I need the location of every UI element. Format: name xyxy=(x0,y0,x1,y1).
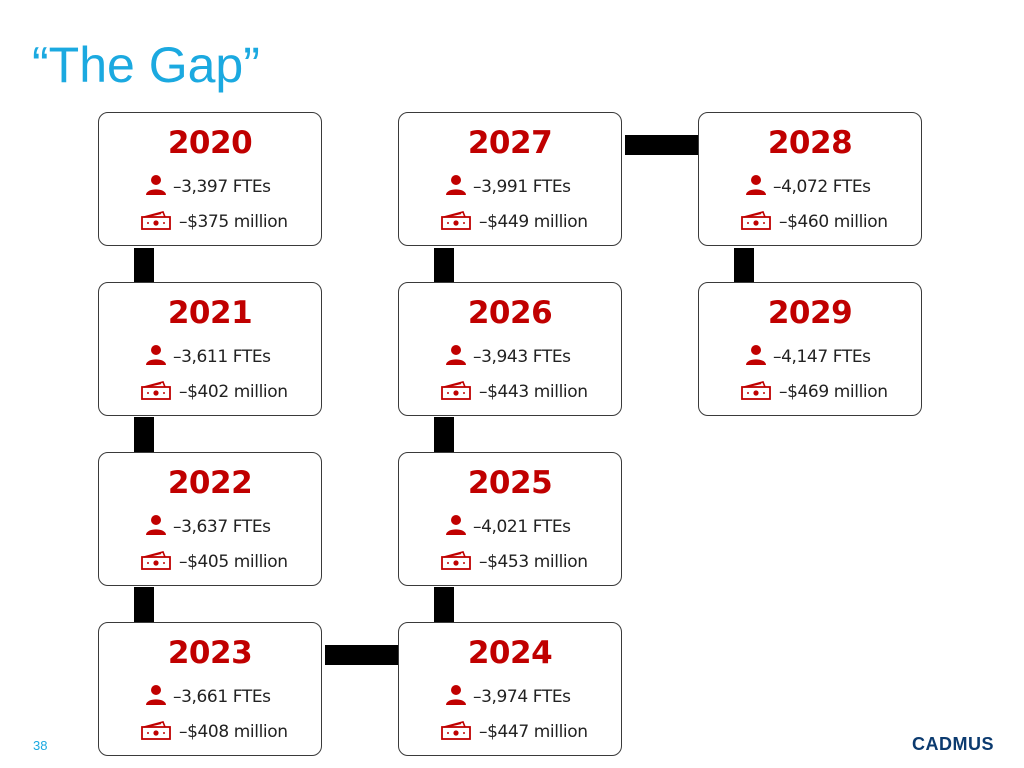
year-card-2029: 2029 –4,147 FTEs –$469 million xyxy=(698,282,922,416)
year-card-2024: 2024 –3,974 FTEs –$447 million xyxy=(398,622,622,756)
year-card-2022: 2022 –3,637 FTEs –$405 million xyxy=(98,452,322,586)
card-money: –$405 million xyxy=(179,552,288,572)
year-card-2026: 2026 –3,943 FTEs –$443 million xyxy=(398,282,622,416)
money-icon xyxy=(741,380,773,405)
card-ftes: –4,072 FTEs xyxy=(773,177,871,197)
card-year: 2020 xyxy=(167,125,253,161)
card-ftes: –4,147 FTEs xyxy=(773,347,871,367)
connector-2027-2028 xyxy=(625,135,699,155)
connector-2026-2027 xyxy=(434,248,454,282)
connector-2028-2029 xyxy=(734,248,754,282)
person-icon xyxy=(145,514,167,541)
year-card-2023: 2023 –3,661 FTEs –$408 million xyxy=(98,622,322,756)
person-icon xyxy=(445,514,467,541)
card-money: –$408 million xyxy=(179,722,288,742)
connector-2021-2022 xyxy=(134,417,154,452)
card-year: 2029 xyxy=(767,295,853,331)
card-year: 2023 xyxy=(167,635,253,671)
person-icon xyxy=(445,174,467,201)
card-ftes: –3,637 FTEs xyxy=(173,517,271,537)
money-icon xyxy=(141,380,173,405)
cadmus-logo: CADMUS xyxy=(912,734,994,754)
card-year: 2025 xyxy=(467,465,553,501)
person-icon xyxy=(445,684,467,711)
year-card-2021: 2021 –3,611 FTEs –$402 million xyxy=(98,282,322,416)
person-icon xyxy=(745,344,767,371)
connector-2022-2023 xyxy=(134,587,154,622)
card-year: 2021 xyxy=(167,295,253,331)
year-card-2025: 2025 –4,021 FTEs –$453 million xyxy=(398,452,622,586)
year-card-2028: 2028 –4,072 FTEs –$460 million xyxy=(698,112,922,246)
connector-2023-2024 xyxy=(325,645,399,665)
card-money: –$402 million xyxy=(179,382,288,402)
card-ftes: –3,943 FTEs xyxy=(473,347,571,367)
money-icon xyxy=(441,720,473,745)
card-money: –$460 million xyxy=(779,212,888,232)
money-icon xyxy=(441,380,473,405)
card-money: –$449 million xyxy=(479,212,588,232)
card-money: –$453 million xyxy=(479,552,588,572)
card-year: 2027 xyxy=(467,125,553,161)
person-icon xyxy=(745,174,767,201)
card-money: –$443 million xyxy=(479,382,588,402)
connector-2025-2026 xyxy=(434,417,454,452)
page-number: 38 xyxy=(33,738,48,753)
card-ftes: –4,021 FTEs xyxy=(473,517,571,537)
card-ftes: –3,974 FTEs xyxy=(473,687,571,707)
slide-title: “The Gap” xyxy=(32,37,260,93)
connector-2024-2025 xyxy=(434,587,454,622)
person-icon xyxy=(145,174,167,201)
card-year: 2028 xyxy=(767,125,853,161)
card-money: –$469 million xyxy=(779,382,888,402)
money-icon xyxy=(141,210,173,235)
year-card-2027: 2027 –3,991 FTEs –$449 million xyxy=(398,112,622,246)
card-year: 2022 xyxy=(167,465,253,501)
person-icon xyxy=(445,344,467,371)
money-icon xyxy=(441,550,473,575)
card-year: 2024 xyxy=(467,635,553,671)
money-icon xyxy=(741,210,773,235)
money-icon xyxy=(141,550,173,575)
connector-2020-2021 xyxy=(134,248,154,282)
card-ftes: –3,397 FTEs xyxy=(173,177,271,197)
card-ftes: –3,991 FTEs xyxy=(473,177,571,197)
card-ftes: –3,661 FTEs xyxy=(173,687,271,707)
person-icon xyxy=(145,684,167,711)
money-icon xyxy=(141,720,173,745)
year-card-2020: 2020 –3,397 FTEs –$375 million xyxy=(98,112,322,246)
card-year: 2026 xyxy=(467,295,553,331)
person-icon xyxy=(145,344,167,371)
money-icon xyxy=(441,210,473,235)
card-money: –$447 million xyxy=(479,722,588,742)
card-money: –$375 million xyxy=(179,212,288,232)
card-ftes: –3,611 FTEs xyxy=(173,347,271,367)
